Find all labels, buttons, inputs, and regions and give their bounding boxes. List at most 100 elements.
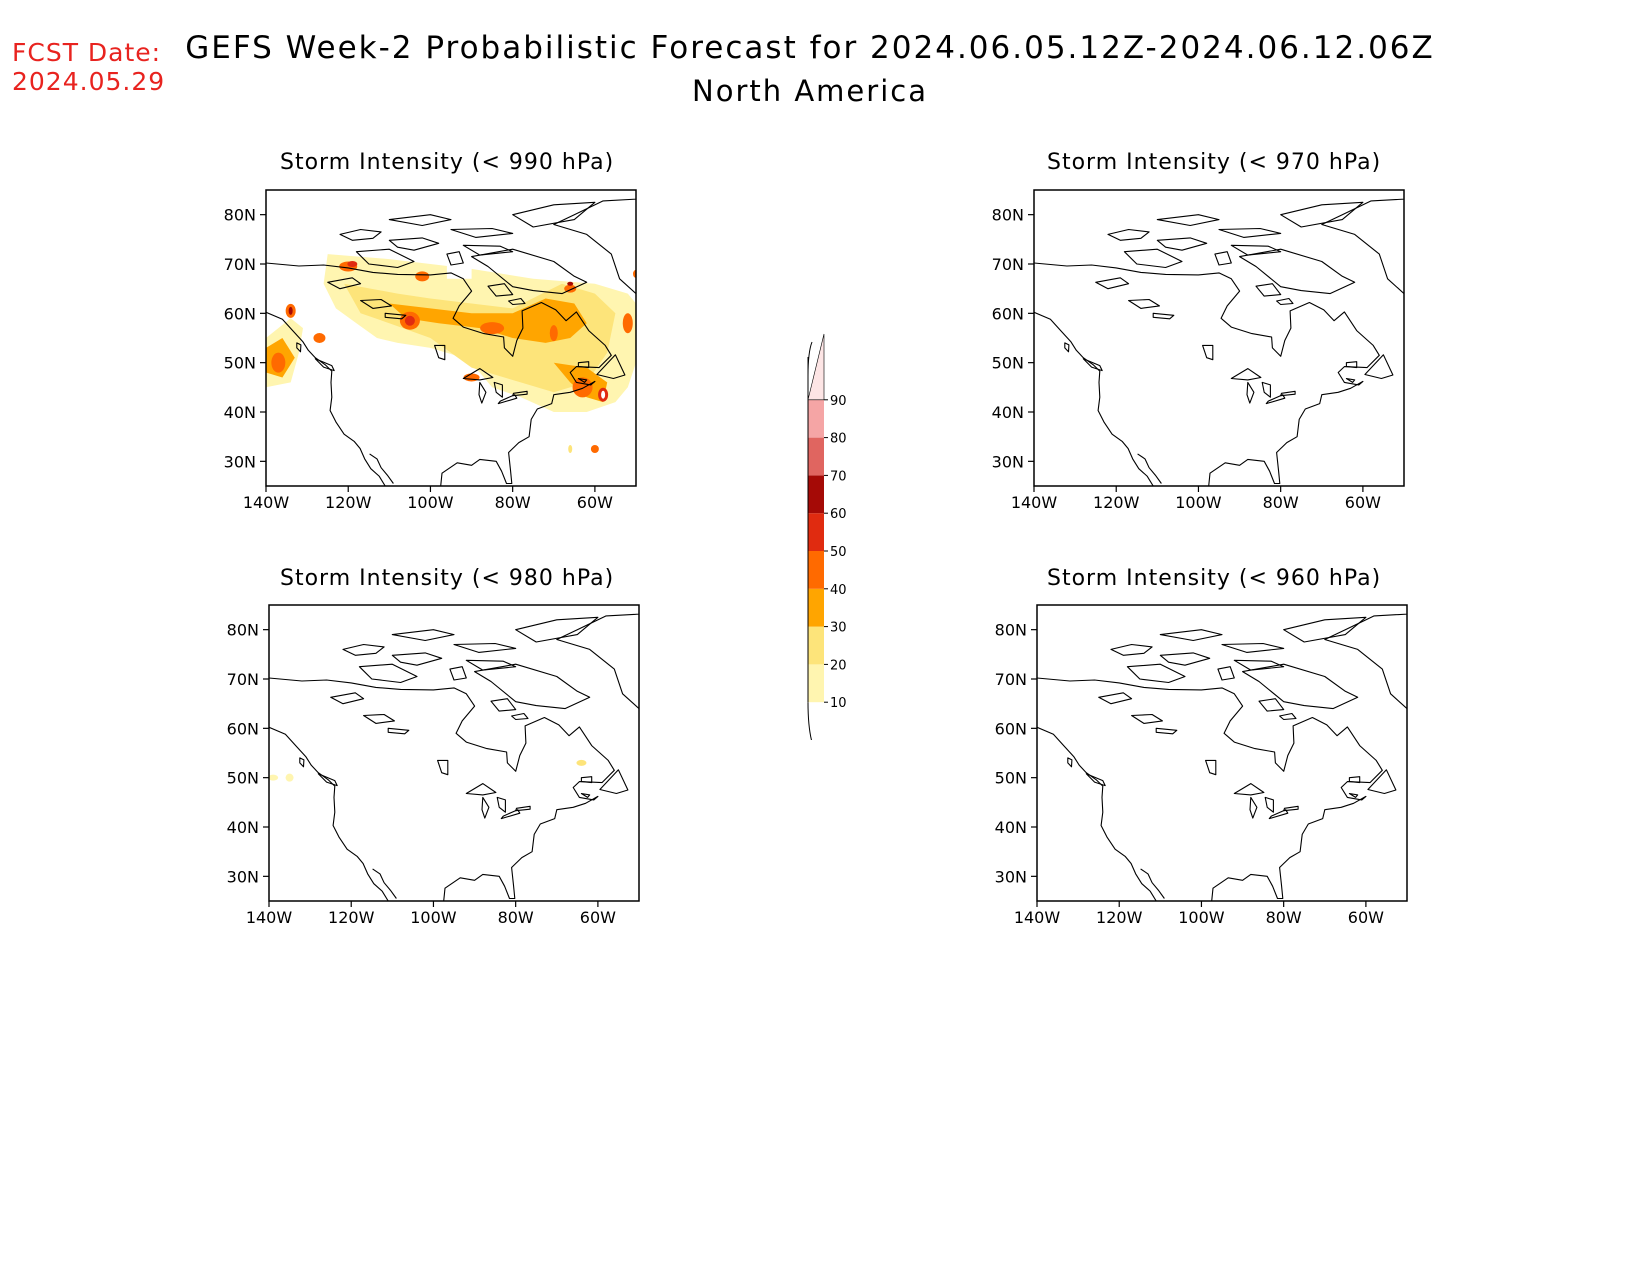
island-outline (1324, 613, 1407, 710)
lon-tick-label: 120W (325, 493, 372, 512)
colorbar-label: 20 (830, 658, 847, 673)
island-outline (1123, 248, 1183, 269)
colorbar-label: 80 (830, 432, 847, 447)
lat-tick-label: 80N (992, 206, 1024, 225)
probability-area-50 (347, 261, 358, 267)
lat-tick-label: 50N (995, 769, 1027, 788)
lake-outline (1152, 312, 1175, 320)
island-outline (449, 666, 467, 681)
island-outline (490, 698, 517, 712)
lat-tick-label: 70N (224, 255, 256, 274)
island-outline (1242, 663, 1359, 710)
no-data-area (446, 264, 472, 279)
lake-outline (497, 394, 518, 405)
island-outline (1214, 251, 1232, 266)
island-outline (1321, 198, 1404, 295)
island-outline (1067, 757, 1073, 768)
lon-tick-label: 100W (1175, 493, 1222, 512)
lon-tick-label: 100W (407, 493, 454, 512)
island-outline (580, 792, 591, 798)
lat-tick-label: 40N (995, 818, 1027, 837)
lon-tick-label: 60W (1348, 908, 1384, 927)
island-outline (462, 244, 514, 256)
lon-tick-label: 100W (1178, 908, 1225, 927)
lon-tick-label: 60W (580, 908, 616, 927)
island-outline (358, 663, 418, 684)
island-outline (388, 237, 440, 251)
lake-outline (465, 783, 497, 796)
lake-outline (360, 298, 392, 309)
lake-outline (1233, 783, 1265, 796)
lon-tick-label: 120W (1093, 493, 1140, 512)
lake-outline (1246, 381, 1255, 404)
lat-tick-label: 30N (995, 867, 1027, 886)
lat-tick-label: 80N (227, 621, 259, 640)
island-outline (577, 377, 588, 383)
map-panel-970: 80N 70N 60N 50N 40N 30N 140W 120W 100W 80W 60W (992, 189, 1405, 512)
fcst-date: 2024.05.29 (12, 67, 166, 96)
lat-tick-label: 80N (224, 206, 256, 225)
plot-frame (268, 604, 640, 902)
lake-outline (500, 809, 521, 820)
map-panel-980: 80N 70N 60N 50N 40N 30N 140W 120W 100W 80W 60W (227, 604, 640, 927)
island-outline (1110, 643, 1153, 656)
island-outline (465, 659, 517, 671)
coastline-east (266, 262, 612, 486)
lon-tick-label: 80W (498, 908, 534, 927)
probability-area-20 (576, 759, 587, 766)
colorbar-label: 10 (830, 696, 847, 711)
island-outline (1159, 652, 1211, 666)
probability-area-20 (568, 445, 573, 453)
colorbar-segment (808, 437, 824, 476)
island-outline (1255, 283, 1282, 297)
colorbar: 10 20 30 40 50 60 70 80 90 (807, 333, 847, 740)
lake-outline (1098, 692, 1133, 705)
lake-outline (434, 344, 446, 361)
colorbar-segment (808, 399, 824, 438)
island-outline (1276, 297, 1294, 306)
lake-outline (1128, 298, 1160, 309)
colorbar-label: 70 (830, 469, 847, 484)
lon-tick-label: 120W (328, 908, 375, 927)
island-outline (391, 652, 443, 666)
coastline-east (1037, 677, 1383, 901)
lake-outline (478, 381, 487, 404)
probability-area-40 (313, 333, 326, 343)
island-outline (1156, 214, 1220, 227)
lake-outline (384, 312, 407, 320)
lon-tick-label: 80W (1266, 908, 1302, 927)
lon-tick-label: 60W (1345, 493, 1381, 512)
lake-outline (481, 796, 490, 819)
probability-area-40 (271, 352, 286, 373)
island-outline (1280, 201, 1364, 228)
lake-outline (1264, 796, 1274, 813)
coastline-east (269, 677, 615, 901)
island-outline (577, 361, 590, 369)
lat-tick-label: 60N (995, 719, 1027, 738)
probability-area-40 (480, 322, 505, 335)
lon-tick-label: 60W (577, 493, 613, 512)
island-outline (474, 663, 591, 710)
probability-area-40 (622, 313, 633, 334)
island-outline (512, 201, 596, 228)
island-outline (446, 251, 464, 266)
colorbar-tail (807, 341, 813, 377)
coastline-west (269, 726, 389, 901)
lat-tick-label: 60N (992, 304, 1024, 323)
lake-outline (1280, 390, 1296, 397)
lake-outline (1249, 796, 1258, 819)
colorbar-segment (807, 333, 825, 401)
plot-frame (265, 189, 637, 487)
panel-title-960: Storm Intensity (< 960 hPa) (1047, 566, 1382, 591)
coastline-west (1037, 726, 1157, 901)
island-outline (508, 297, 526, 306)
island-outline (1085, 773, 1106, 787)
lake-outline (515, 805, 531, 812)
colorbar-segment (808, 588, 824, 627)
island-outline (1345, 377, 1356, 383)
island-outline (339, 228, 382, 241)
lake-outline (387, 727, 410, 735)
island-outline (1159, 629, 1223, 642)
island-outline (450, 227, 514, 238)
lake-outline (493, 381, 503, 398)
